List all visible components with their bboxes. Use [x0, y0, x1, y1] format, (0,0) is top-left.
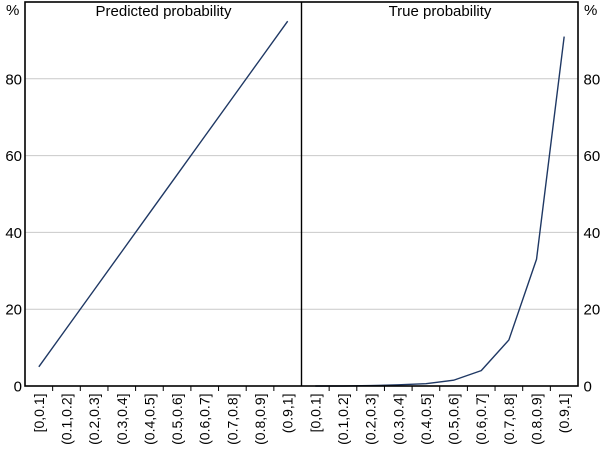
x-category-label: (0.3,0.4] — [390, 394, 406, 445]
left-y-tick-label-40: 40 — [5, 225, 22, 242]
left-axis-unit-label: % — [6, 2, 20, 19]
x-category-label: (0.1,0.2] — [335, 394, 351, 445]
right-axis-unit-label: % — [584, 2, 598, 19]
left-y-tick-label-20: 20 — [5, 302, 22, 319]
x-category-label: (0.9,1] — [280, 394, 296, 434]
right-y-tick-label-60: 60 — [584, 148, 601, 165]
right-y-tick-label-40: 40 — [584, 225, 601, 242]
x-category-label: (0.7,0.8] — [501, 394, 517, 445]
left-y-tick-label-0: 0 — [14, 379, 22, 396]
panel-title-true-probability: True probability — [388, 3, 492, 20]
x-category-label: (0.8,0.9] — [529, 394, 545, 445]
panel-title-predicted-probability: Predicted probability — [95, 3, 232, 20]
x-category-label: (0.4,0.5] — [418, 394, 434, 445]
x-category-label: (0.7,0.8] — [224, 394, 240, 445]
right-y-tick-label-80: 80 — [584, 71, 601, 88]
x-category-label: (0.8,0.9] — [252, 394, 268, 445]
right-y-tick-label-20: 20 — [584, 302, 601, 319]
x-category-label: (0.2,0.3] — [86, 394, 102, 445]
x-category-label: (0.6,0.7] — [473, 394, 489, 445]
data-line-predicted-probability — [38, 20, 289, 368]
x-category-label: (0.5,0.6] — [169, 394, 185, 445]
x-category-label: (0.9,1] — [556, 394, 572, 434]
plot-frame — [24, 1, 579, 387]
right-y-tick-label-0: 0 — [584, 379, 592, 396]
x-category-label: (0.2,0.3] — [363, 394, 379, 445]
x-category-label: (0.5,0.6] — [446, 394, 462, 445]
left-y-tick-label-60: 60 — [5, 148, 22, 165]
x-category-label: [0,0.1] — [307, 394, 323, 433]
x-category-label: (0.4,0.5] — [141, 394, 157, 445]
left-y-tick-label-80: 80 — [5, 71, 22, 88]
x-category-label: (0.6,0.7] — [197, 394, 213, 445]
x-category-label: [0,0.1] — [31, 394, 47, 433]
x-category-label: (0.1,0.2] — [58, 394, 74, 445]
data-line-true-probability — [315, 36, 565, 387]
x-category-label: (0.3,0.4] — [114, 394, 130, 445]
